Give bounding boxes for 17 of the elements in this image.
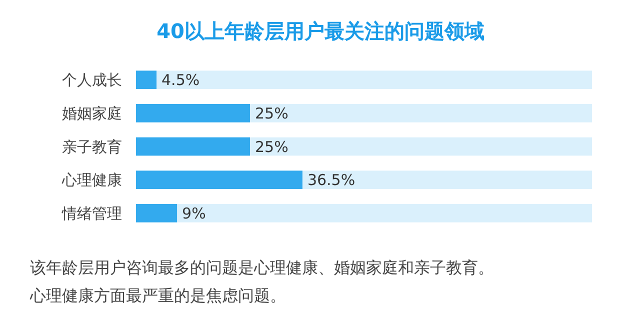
chart-title: 40以上年龄层用户最关注的问题领域 bbox=[156, 19, 484, 43]
bar bbox=[136, 204, 178, 222]
y-tick-label: 心理健康 bbox=[61, 171, 122, 190]
data-label: 25% bbox=[255, 138, 288, 156]
data-label: 4.5% bbox=[162, 71, 200, 90]
data-label: 36.5% bbox=[307, 171, 356, 190]
bar bbox=[136, 70, 157, 89]
y-tick-label: 婚姻家庭 bbox=[62, 104, 122, 122]
text: 心理健康方面最严重的是焦虑问题。 bbox=[29, 286, 286, 305]
data-label: 25% bbox=[255, 104, 288, 122]
y-tick-label: 个人成长 bbox=[62, 71, 122, 90]
bar bbox=[136, 137, 250, 156]
y-tick-label: 情绪管理 bbox=[61, 204, 122, 222]
data-label: 9% bbox=[182, 204, 206, 222]
text: 该年龄层用户咨询最多的问题是心理健康、婚姻家庭和亲子教育。 bbox=[30, 258, 494, 277]
bar bbox=[136, 104, 250, 122]
y-tick-label: 亲子教育 bbox=[62, 138, 122, 156]
